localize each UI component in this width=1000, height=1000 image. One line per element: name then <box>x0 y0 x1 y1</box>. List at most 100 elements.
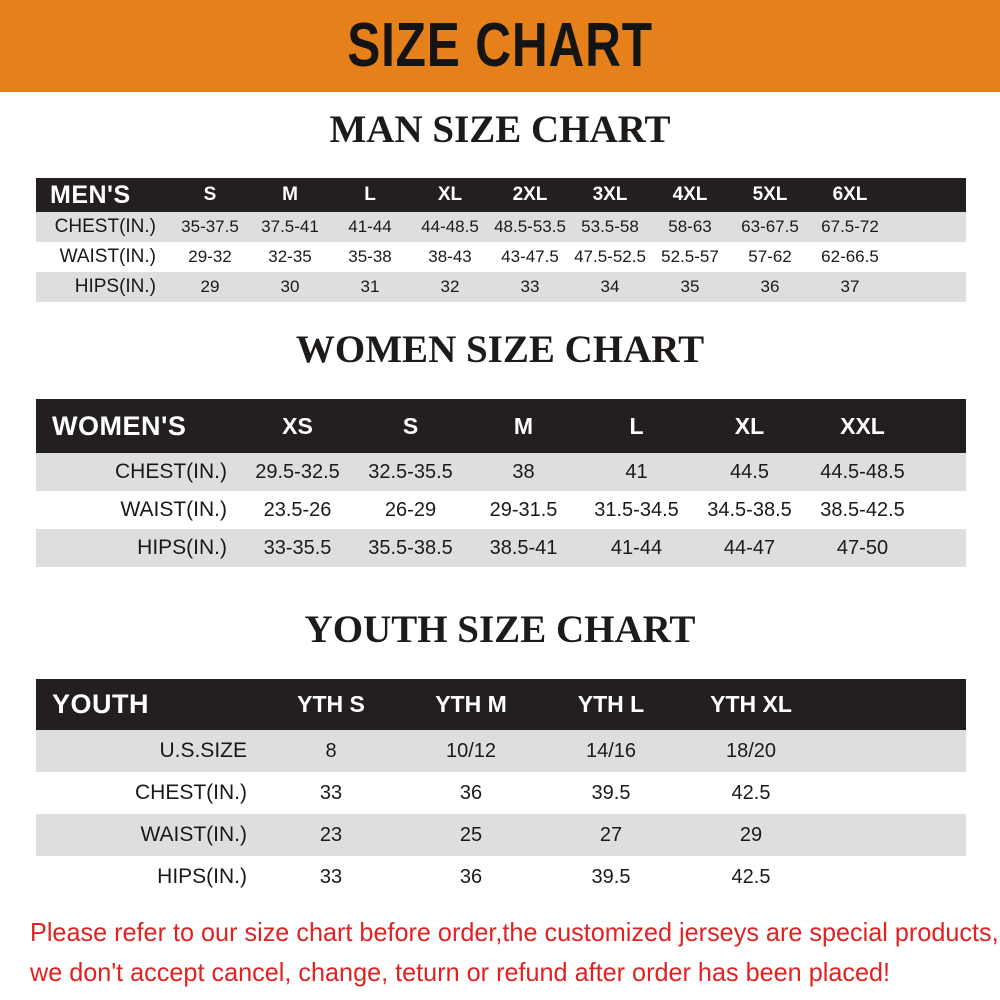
women-size-table: WOMEN'S XS S M L XL XXL CHEST(IN.) 29.5-32.5 32.… <box>36 399 966 567</box>
man-size-table: MEN'S S M L XL 2XL 3XL 4XL 5XL 6XL CHEST(IN.) 35-3… <box>36 178 966 302</box>
table-row: WAIST(IN.) 29-32 32-35 35-38 38-43 43-47.5 47.… <box>36 242 966 272</box>
women-measurement-cell: 44.5-48.5 <box>820 460 905 483</box>
women-measurement-cell: 41-44 <box>610 536 663 559</box>
women-size-column-header: S <box>402 412 419 439</box>
man-measurement-cell: 37 <box>840 277 860 296</box>
youth-row-spacer <box>821 772 966 814</box>
table-row: CHEST(IN.) 29.5-32.5 32.5-35.5 38 41 44.5 44.5… <box>36 453 966 491</box>
youth-row-spacer <box>821 856 966 898</box>
youth-measurement-cell: 10/12 <box>445 739 497 762</box>
youth-header-row: YOUTH YTH S YTH M YTH L YTH XL <box>36 679 966 730</box>
women-size-column-header: L <box>629 412 644 439</box>
women-size-column-header: XXL <box>840 412 885 439</box>
man-header-row: MEN'S S M L XL 2XL 3XL 4XL 5XL 6XL <box>36 178 966 212</box>
man-measurement-cell: 37.5-41 <box>261 217 319 236</box>
man-measurement-cell: 29 <box>200 277 220 296</box>
youth-size-column-header: YTH XL <box>710 691 792 717</box>
women-measurement-cell: 41 <box>625 460 648 483</box>
table-row: HIPS(IN.) 29 30 31 32 33 34 35 36 37 <box>36 272 966 302</box>
table-row: HIPS(IN.) 33 36 39.5 42.5 <box>36 856 966 898</box>
women-measurement-cell: 38.5-42.5 <box>820 498 905 521</box>
youth-row-label: WAIST(IN.) <box>140 823 247 846</box>
youth-size-table: YOUTH YTH S YTH M YTH L YTH XL U.S.SIZE 8 10/1… <box>36 679 966 898</box>
youth-size-column-header: YTH L <box>577 691 645 717</box>
women-size-column-header: XL <box>734 412 765 439</box>
youth-row-label: U.S.SIZE <box>159 739 247 762</box>
man-measurement-cell: 29-32 <box>188 247 232 266</box>
women-row-spacer <box>919 453 966 491</box>
women-measurement-cell: 44-47 <box>723 536 776 559</box>
man-row-label: WAIST(IN.) <box>59 246 156 267</box>
youth-table-head: YOUTH YTH S YTH M YTH L YTH XL <box>36 679 966 730</box>
women-measurement-cell: 44.5 <box>730 460 769 483</box>
women-measurement-cell: 26-29 <box>384 498 437 521</box>
youth-row-spacer <box>821 814 966 856</box>
man-size-column-header: S <box>203 184 217 205</box>
man-category-header: MEN'S <box>50 180 131 209</box>
man-measurement-cell: 31 <box>360 277 380 296</box>
youth-measurement-cell: 33 <box>319 781 343 804</box>
youth-category-header: YOUTH <box>52 689 149 719</box>
footer-note-line-1: Please refer to our size chart before or… <box>30 917 999 947</box>
youth-measurement-cell: 36 <box>459 781 483 804</box>
women-size-column-header: M <box>513 412 534 439</box>
banner-title: SIZE CHART <box>347 11 653 80</box>
women-measurement-cell: 34.5-38.5 <box>707 498 792 521</box>
women-table-head: WOMEN'S XS S M L XL XXL <box>36 399 966 453</box>
table-row: HIPS(IN.) 33-35.5 35.5-38.5 38.5-41 41-44 44-… <box>36 529 966 567</box>
page-banner: SIZE CHART <box>0 0 1000 92</box>
man-measurement-cell: 30 <box>280 277 300 296</box>
youth-header-spacer <box>821 679 966 730</box>
youth-measurement-cell: 8 <box>325 739 337 762</box>
women-measurement-cell: 23.5-26 <box>263 498 332 521</box>
man-measurement-cell: 32-35 <box>268 247 312 266</box>
footer-note: Please refer to our size chart before or… <box>30 912 999 992</box>
youth-table-body: U.S.SIZE 8 10/12 14/16 18/20 CHEST(IN.) 33 36 39… <box>36 730 966 898</box>
women-measurement-cell: 31.5-34.5 <box>594 498 679 521</box>
man-measurement-cell: 35-38 <box>348 247 392 266</box>
man-measurement-cell: 34 <box>600 277 620 296</box>
youth-row-label: CHEST(IN.) <box>135 781 247 804</box>
women-row-spacer <box>919 491 966 529</box>
man-size-column-header: 2XL <box>512 184 548 205</box>
man-size-column-header: 5XL <box>752 184 788 205</box>
man-header-spacer <box>890 178 966 212</box>
man-measurement-cell: 62-66.5 <box>821 247 879 266</box>
man-measurement-cell: 63-67.5 <box>741 217 799 236</box>
man-row-label: CHEST(IN.) <box>54 216 156 237</box>
women-header-spacer <box>919 399 966 453</box>
table-row: WAIST(IN.) 23.5-26 26-29 29-31.5 31.5-34.5 34… <box>36 491 966 529</box>
women-measurement-cell: 33-35.5 <box>263 536 332 559</box>
youth-row-spacer <box>821 730 966 772</box>
man-section-title: MAN SIZE CHART <box>329 108 671 151</box>
man-measurement-cell: 33 <box>520 277 540 296</box>
youth-section-title: YOUTH SIZE CHART <box>304 608 696 651</box>
man-row-label: HIPS(IN.) <box>74 276 156 297</box>
table-row: WAIST(IN.) 23 25 27 29 <box>36 814 966 856</box>
table-row: CHEST(IN.) 33 36 39.5 42.5 <box>36 772 966 814</box>
man-size-column-header: L <box>364 184 376 205</box>
women-row-label: HIPS(IN.) <box>137 536 227 559</box>
man-measurement-cell: 36 <box>760 277 780 296</box>
women-measurement-cell: 29.5-32.5 <box>255 460 340 483</box>
youth-measurement-cell: 42.5 <box>731 781 771 804</box>
women-row-label: WAIST(IN.) <box>120 498 227 521</box>
table-row: CHEST(IN.) 35-37.5 37.5-41 41-44 44-48.5 48.5… <box>36 212 966 242</box>
table-row: U.S.SIZE 8 10/12 14/16 18/20 <box>36 730 966 772</box>
women-measurement-cell: 32.5-35.5 <box>368 460 453 483</box>
youth-measurement-cell: 36 <box>459 865 483 888</box>
man-size-column-header: XL <box>437 184 463 205</box>
women-measurement-cell: 38 <box>512 460 535 483</box>
youth-measurement-cell: 23 <box>319 823 343 846</box>
women-measurement-cell: 29-31.5 <box>489 498 558 521</box>
man-row-spacer <box>890 212 966 242</box>
man-measurement-cell: 38-43 <box>428 247 472 266</box>
man-measurement-cell: 43-47.5 <box>501 247 559 266</box>
man-size-column-header: M <box>282 184 298 205</box>
man-table-body: CHEST(IN.) 35-37.5 37.5-41 41-44 44-48.5 48.5… <box>36 212 966 302</box>
man-size-column-header: 3XL <box>592 184 628 205</box>
women-category-header: WOMEN'S <box>52 410 187 441</box>
man-measurement-cell: 47.5-52.5 <box>574 247 646 266</box>
youth-measurement-cell: 29 <box>739 823 763 846</box>
